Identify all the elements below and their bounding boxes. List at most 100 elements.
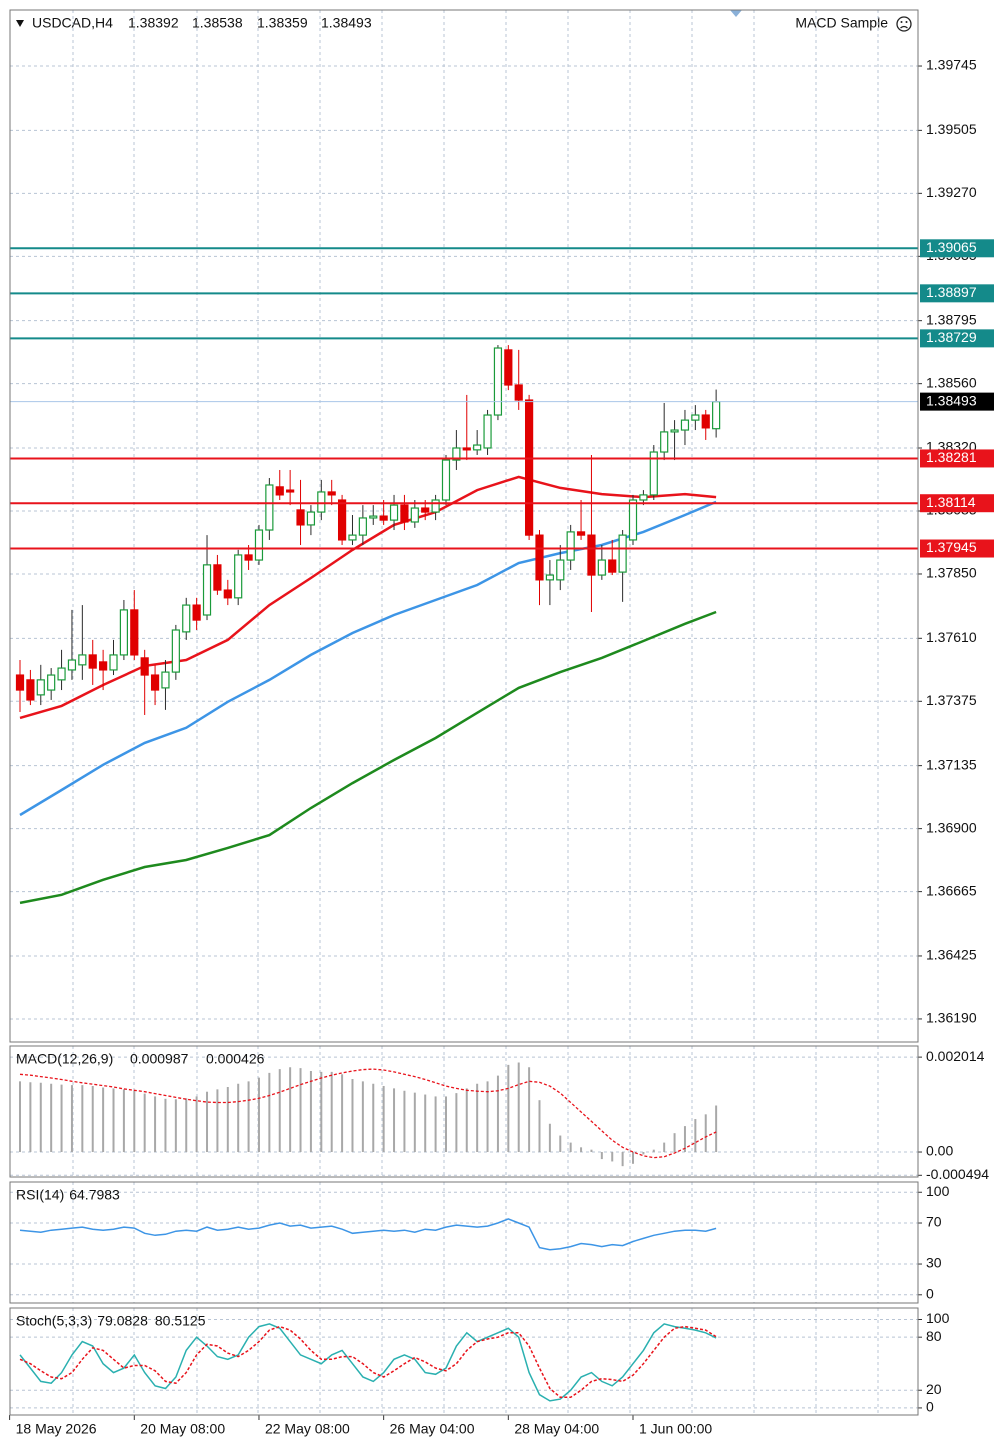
bear-candle-body [150, 674, 160, 691]
pane-3: 100 80 20 0 Stoch(5,3,3) 79.0828 80.5125 [9, 1307, 950, 1416]
price-level-label: 1.38729 [926, 329, 977, 345]
bear-candle-body [275, 486, 284, 496]
x-tick-label: 18 May 2026 [16, 1421, 97, 1437]
moving-average [19, 610, 717, 905]
bear-candle-body [462, 447, 471, 451]
bull-candle-body [618, 534, 627, 573]
y-tick-label: 1.37850 [926, 565, 977, 581]
expert-icon[interactable] [896, 16, 912, 32]
bear-candle-body [587, 534, 596, 576]
indicator-value: 80.5125 [155, 1313, 206, 1329]
price-level-tag [920, 449, 994, 468]
y-tick-label: 20 [926, 1381, 942, 1397]
indicator-title: MACD(12,26,9) [16, 1051, 113, 1067]
bull-candle-body [691, 414, 700, 421]
price-level-label: 1.39065 [926, 239, 977, 255]
shift-marker [730, 10, 742, 17]
bull-candle-body [639, 494, 648, 501]
bear-candle-body [286, 489, 295, 493]
bull-candle-body [566, 531, 575, 561]
bear-candle-body [15, 674, 25, 691]
price-level-tag [920, 494, 994, 513]
price-level-tag [920, 539, 994, 558]
y-tick-label: 1.36900 [926, 819, 977, 835]
price-level-tag [920, 284, 994, 303]
plot-area [10, 1182, 918, 1303]
pane-border [9, 1307, 919, 1416]
symbol-menu-arrow[interactable] [16, 20, 24, 27]
bear-candle-body [296, 509, 305, 526]
bull-candle-body [473, 444, 482, 451]
bull-candle-body [649, 451, 658, 496]
pane-1: 0.002014 0.00 -0.000494 MACD(12,26,9) 0.0009… [9, 1045, 989, 1182]
bear-candle-body [337, 499, 347, 541]
y-tick-label: 1.39745 [926, 57, 977, 73]
macd-signal-line [19, 1068, 717, 1159]
bid-label: 1.38493 [926, 392, 977, 408]
bull-candle-body [358, 517, 367, 536]
bull-candle-body [265, 484, 274, 531]
y-tick-label: 1.37375 [926, 692, 977, 708]
indicator-title: Stoch(5,3,3) [16, 1313, 92, 1329]
header-open: 1.38392 [128, 15, 179, 31]
bear-candle-body [701, 414, 710, 429]
pane-border [9, 1045, 919, 1178]
bull-candle-body [389, 504, 399, 521]
bull-candle-body [680, 419, 690, 431]
bear-candle-body [26, 679, 35, 701]
x-tick-label: 1 Jun 00:00 [639, 1421, 712, 1437]
y-tick-label: 1.36665 [926, 882, 977, 898]
y-tick-label: -0.000494 [926, 1166, 989, 1182]
bear-candle-body [327, 491, 336, 496]
bull-candle-body [78, 654, 87, 666]
y-tick-label: 1.39505 [926, 121, 977, 137]
bear-candle-body [576, 531, 586, 536]
plot-area [10, 10, 918, 1042]
bid-tag [920, 392, 994, 411]
plot-area [10, 1308, 918, 1415]
bear-candle-body [525, 399, 534, 536]
bear-candle-body [130, 609, 139, 656]
y-tick-label: 1.39270 [926, 184, 977, 200]
bull-candle-body [410, 507, 419, 523]
bull-candle-body [202, 564, 212, 616]
bear-candle-body [99, 661, 108, 671]
price-level-label: 1.38281 [926, 449, 977, 465]
price-level-tag [920, 329, 994, 348]
pane-border [9, 1181, 919, 1304]
header-low: 1.38359 [257, 15, 308, 31]
bear-candle-body [608, 559, 617, 573]
bull-candle-body [628, 499, 638, 541]
bear-candle-body [504, 349, 513, 386]
x-tick-label: 22 May 08:00 [265, 1421, 350, 1437]
bull-candle-body [670, 429, 679, 433]
indicator-line [19, 1325, 717, 1399]
bull-candle-body [660, 431, 669, 453]
bear-candle-body [514, 384, 523, 401]
y-tick-label: 1.37610 [926, 629, 977, 645]
bear-candle-body [379, 515, 388, 521]
y-tick-label: 1.38560 [926, 374, 977, 390]
indicator-line [19, 1323, 717, 1402]
bull-candle-body [493, 347, 503, 416]
bull-candle-body [441, 459, 451, 501]
bull-candle-body [109, 654, 118, 671]
plot-area [10, 1046, 918, 1177]
bear-candle-body [192, 604, 201, 621]
y-tick-label: 70 [926, 1214, 942, 1230]
pane-2: 100 70 30 0 RSI(14) 64.7983 [9, 1181, 950, 1304]
price-level-label: 1.38897 [926, 284, 977, 300]
bear-candle-body [535, 534, 544, 581]
y-tick-label: 30 [926, 1255, 942, 1271]
indicator-value: 0.000987 [130, 1051, 189, 1067]
bull-candle-body [234, 554, 243, 599]
bear-candle-body [213, 564, 222, 591]
y-tick-label: 0.00 [926, 1143, 953, 1159]
bull-candle-body [119, 609, 129, 656]
y-tick-label: 1.38795 [926, 311, 977, 327]
bull-candle-body [182, 604, 191, 633]
y-tick-label: 0.002014 [926, 1048, 985, 1064]
